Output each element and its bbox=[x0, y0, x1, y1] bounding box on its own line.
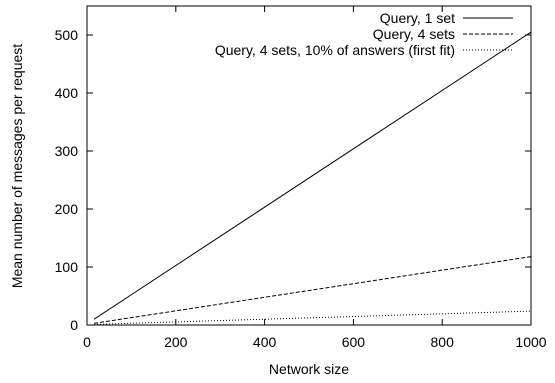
plot-frame bbox=[86, 5, 532, 326]
x-tick-label: 200 bbox=[164, 334, 188, 350]
x-tick-label: 1000 bbox=[515, 334, 546, 350]
x-tick-label: 600 bbox=[342, 334, 366, 350]
y-tick-label: 0 bbox=[70, 317, 78, 333]
legend-label: Query, 1 set bbox=[380, 10, 455, 26]
y-tick-label: 100 bbox=[55, 259, 79, 275]
x-tick-label: 800 bbox=[431, 334, 455, 350]
series-line bbox=[94, 256, 532, 324]
series-line bbox=[93, 31, 532, 320]
x-tick-label: 400 bbox=[253, 334, 277, 350]
y-tick-label: 500 bbox=[55, 27, 79, 43]
y-tick-label: 400 bbox=[55, 85, 79, 101]
y-tick-label: 200 bbox=[55, 201, 79, 217]
x-axis-title: Network size bbox=[269, 361, 349, 377]
y-axis-title: Mean number of messages per request bbox=[9, 44, 25, 288]
y-tick-label: 300 bbox=[55, 143, 79, 159]
legend-label: Query, 4 sets, 10% of answers (first fit… bbox=[215, 42, 455, 58]
x-tick-label: 0 bbox=[83, 334, 91, 350]
legend-label: Query, 4 sets bbox=[373, 26, 455, 42]
series-line bbox=[94, 310, 532, 325]
